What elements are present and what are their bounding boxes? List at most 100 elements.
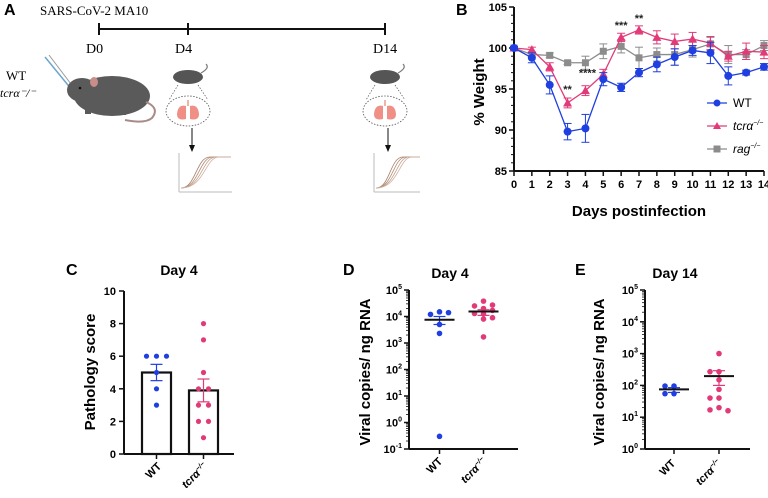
timeline-label-d4: D4 [175, 42, 192, 57]
legend-label-wt: WT [733, 96, 752, 110]
d-data-point [480, 334, 487, 340]
c-y-tick-label: 4 [110, 384, 117, 396]
b-point-wt [652, 60, 661, 69]
e-data-point [707, 407, 713, 413]
lung-icon [374, 100, 396, 120]
c-data-point [163, 353, 170, 359]
panel-e: E Day 14 Viral copies/ ng RNA 1001011021… [575, 262, 750, 488]
d-data-point [436, 330, 443, 337]
d14-sample-illustration [362, 63, 420, 193]
d-data-point [436, 309, 443, 315]
b-x-tick-label: 8 [654, 179, 660, 191]
c-data-point [200, 369, 207, 376]
arrow-down-icon [189, 145, 195, 152]
c-data-point [153, 386, 160, 392]
b-point-wt [688, 46, 697, 55]
e-y-axis-title: Viral copies/ ng RNA [591, 298, 608, 445]
d-marks [424, 298, 499, 440]
legend-label-rag: rag−/− [733, 142, 760, 156]
b-point-tcra [616, 32, 626, 41]
panel-a: A SARS-CoV-2 MA10 D0 D4 D14 WT tcrα⁻/⁻ [0, 2, 420, 193]
panel-b: B % Weight Days postinfection 8590951001… [456, 2, 768, 220]
d-y-tick-label: 105 [386, 284, 402, 297]
legend-marker-triangle [713, 122, 721, 129]
b-point-tcra [759, 47, 768, 56]
c-data-point [205, 402, 212, 408]
b-y-tick-label: 85 [495, 166, 507, 178]
panel-a-title: SARS-CoV-2 MA10 [40, 3, 148, 18]
e-y-tick-label: 105 [622, 284, 638, 297]
e-y-tick-label: 103 [622, 348, 638, 361]
b-point-tcra [670, 36, 680, 45]
panel-b-letter: B [456, 2, 468, 19]
b-x-tick-label: 3 [565, 179, 571, 191]
b-x-tick-label: 14 [758, 179, 768, 191]
b-significance-annotation: ** [635, 13, 644, 25]
b-x-tick-label: 4 [582, 179, 589, 191]
c-data-point [195, 402, 202, 408]
e-marks [659, 350, 734, 414]
b-significance-annotation: **** [579, 68, 597, 80]
b-significance-annotation: *** [615, 20, 629, 32]
d-y-axis-title: Viral copies/ ng RNA [357, 298, 374, 445]
panel-c: C Day 4 Pathology score 0 2 4 6 8 10 WT tcrα−… [66, 262, 234, 491]
e-data-point [725, 407, 731, 414]
group-label-tcra: tcrα⁻/⁻ [0, 86, 37, 100]
c-bar [140, 371, 173, 456]
b-point-wt [581, 124, 590, 133]
b-marks: *********** [509, 13, 768, 143]
b-y-tick-label: 95 [495, 84, 507, 96]
e-data-point [716, 386, 722, 393]
d-y-tick-label: 10-1 [384, 443, 403, 456]
b-point-tcra [741, 46, 751, 55]
e-axes: 100 101 102 103 104 105 [622, 284, 750, 456]
c-category-wt: WT [144, 460, 165, 481]
b-y-tick-label: 100 [489, 43, 507, 55]
d-title: Day 4 [431, 265, 469, 281]
small-mouse-icon [370, 63, 405, 84]
timeline-label-d14: D14 [373, 42, 397, 57]
b-point-tcra [527, 45, 537, 54]
e-data-point [707, 368, 713, 375]
b-point-tcra [580, 86, 590, 95]
d-data-point [471, 303, 478, 309]
c-data-point [143, 353, 150, 359]
b-point-rag [564, 59, 572, 67]
d-y-tick-label: 104 [386, 311, 402, 324]
b-point-wt [724, 71, 733, 80]
panel-c-letter: C [66, 262, 78, 279]
b-x-tick-label: 12 [722, 179, 734, 191]
e-data-point [716, 404, 722, 411]
arrow-down-icon [385, 145, 391, 152]
d-data-point [427, 311, 434, 318]
d-data-point [489, 302, 496, 308]
b-point-rag [581, 59, 589, 67]
b-point-wt [510, 44, 518, 52]
lung-icon [177, 100, 199, 120]
timeline-label-d0: D0 [86, 42, 103, 57]
b-point-rag [653, 51, 661, 59]
b-y-axis-title: % Weight [471, 58, 488, 125]
mouse-icon [67, 76, 156, 123]
e-y-tick-label: 101 [622, 411, 638, 424]
c-title: Day 4 [160, 262, 198, 278]
legend-marker-circle [713, 99, 721, 107]
e-data-point [662, 390, 668, 397]
b-x-tick-label: 5 [600, 179, 606, 191]
small-mouse-icon [173, 63, 208, 84]
d-y-tick-label: 100 [386, 417, 402, 430]
c-data-point [195, 418, 202, 424]
d-data-point [436, 433, 443, 440]
e-data-point [662, 383, 668, 389]
d-y-tick-label: 103 [386, 337, 402, 350]
b-point-tcra [545, 62, 555, 71]
c-y-tick-label: 0 [110, 449, 116, 461]
c-y-tick-label: 2 [110, 416, 116, 428]
legend-item-rag: rag−/− [707, 142, 760, 156]
e-y-tick-label: 102 [622, 379, 638, 392]
d-data-point [489, 314, 496, 321]
zoom-circle [362, 95, 408, 127]
b-point-rag [617, 42, 625, 50]
b-point-wt [760, 62, 768, 71]
